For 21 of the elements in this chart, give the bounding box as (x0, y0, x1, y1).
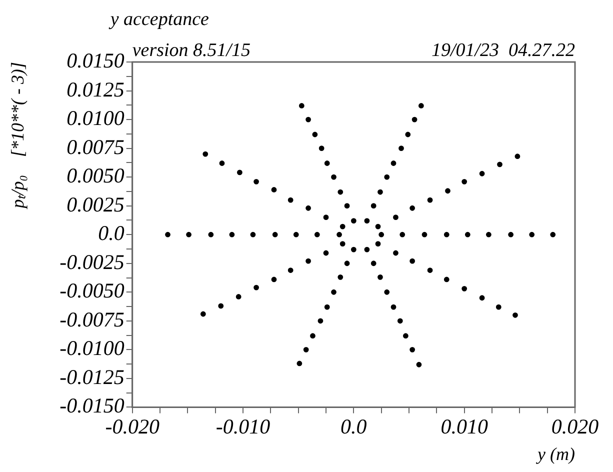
y-tick-label: -0.0025 (60, 250, 124, 274)
x-tick-label: -0.010 (216, 414, 271, 438)
y-tick-label: 0.0 (98, 221, 125, 246)
y-tick-label: 0.0100 (66, 106, 125, 130)
y-tick-label: -0.0050 (60, 278, 125, 303)
y-axis-title: pₜ/p₀ [*10**( - 3)] (8, 62, 28, 210)
y-tick-label: 0.0050 (66, 164, 125, 188)
x-axis-title: y (m) (536, 444, 575, 464)
x-tick-label: 0.010 (440, 414, 488, 438)
x-tick-label: 0.020 (551, 414, 600, 438)
y-tick-label: 0.0075 (66, 134, 124, 159)
y-tick-label: 0.0025 (66, 192, 124, 216)
y-tick-label: -0.0125 (60, 364, 124, 389)
y-tick-label: -0.0075 (60, 307, 124, 332)
chart-title: y acceptance (108, 9, 209, 30)
y-tick-label: 0.0150 (66, 48, 125, 73)
y-tick-label: 0.0125 (66, 77, 124, 102)
chart-subtitle: version 8.51/15 (132, 40, 251, 61)
x-tick-label: 0.0 (340, 414, 368, 438)
y-tick-label: -0.0100 (60, 336, 125, 360)
text: 19/01/23 04.27.22 (431, 40, 576, 61)
